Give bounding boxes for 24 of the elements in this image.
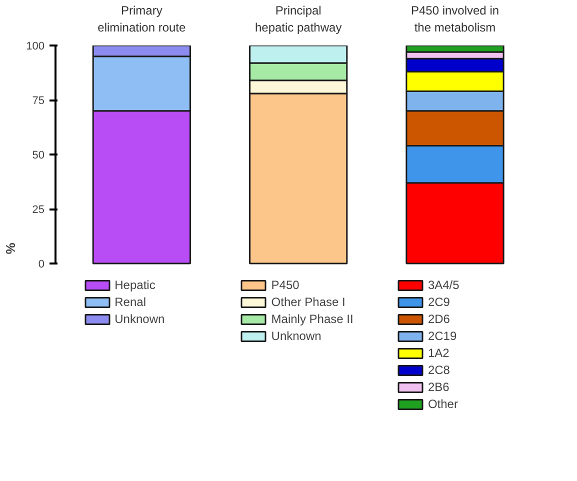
x-tick-label: Principal hepatic pathway xyxy=(254,4,342,34)
y-tick-label: 25 xyxy=(32,204,45,216)
legend-label: 3A4/5 xyxy=(428,278,460,292)
legend-label: 2B6 xyxy=(428,380,450,394)
legend-label: Unknown xyxy=(271,329,322,343)
legend-label: Other xyxy=(428,397,458,411)
legend-label: P450 xyxy=(271,278,300,292)
x-tick-label: Primary elimination route xyxy=(98,4,186,34)
legend-label: 2C8 xyxy=(428,363,450,377)
legend-label: Unknown xyxy=(114,312,165,326)
x-tick-label: P450 involved in the metabolism xyxy=(410,4,500,34)
legend-label: Hepatic xyxy=(114,278,156,292)
legend-label: 2D6 xyxy=(428,312,450,326)
y-axis-title: % xyxy=(3,242,18,254)
legend-label: Other Phase I xyxy=(271,295,346,309)
legend-label: Renal xyxy=(114,295,146,309)
legend-label: 2C9 xyxy=(428,295,450,309)
y-tick-label: 0 xyxy=(38,258,45,270)
y-tick-label: 75 xyxy=(32,95,45,107)
y-tick-label: 100 xyxy=(26,40,45,52)
y-tick-label: 50 xyxy=(32,150,45,162)
legend-label: Mainly Phase II xyxy=(271,312,354,326)
legend-label: 2C19 xyxy=(428,329,457,343)
legend-label: 1A2 xyxy=(428,346,450,360)
